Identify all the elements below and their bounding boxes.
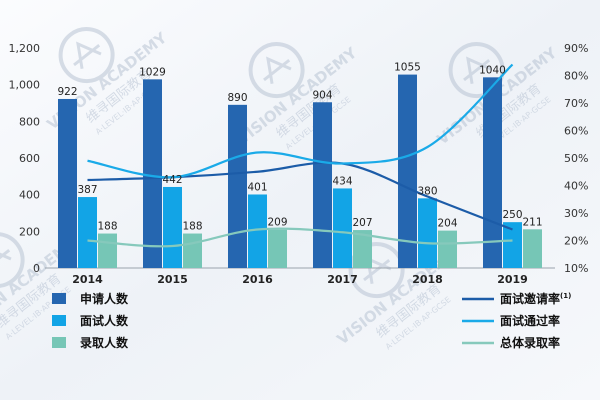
y-right-tick-label: 80% xyxy=(564,70,588,83)
y-right-tick-label: 10% xyxy=(564,262,588,275)
legend-label: 录取人数 xyxy=(80,335,129,350)
bar xyxy=(228,104,247,268)
x-tick-label: 2018 xyxy=(412,273,443,286)
bar xyxy=(503,222,522,268)
data-label: 1040 xyxy=(479,64,506,76)
watermark-a-mark xyxy=(73,41,102,69)
y-right-tick-label: 70% xyxy=(564,97,588,110)
axes: 0 200 400 600 800 1,000 1,200 10% 20% 30% 40% 50% 60… xyxy=(9,42,589,286)
data-label: 1055 xyxy=(394,62,421,74)
lines xyxy=(87,63,514,248)
bar xyxy=(58,98,77,268)
bar xyxy=(268,229,287,268)
watermark-a-mark xyxy=(463,56,492,84)
legend-label: 面试通过率 xyxy=(500,313,560,328)
y-left-tick-label: 1,200 xyxy=(9,42,41,55)
y-right-tick-label: 60% xyxy=(564,125,588,138)
x-tick-label: 2019 xyxy=(497,273,528,286)
data-label: 890 xyxy=(227,92,247,104)
y-left-tick-label: 400 xyxy=(19,189,40,202)
y-right-tick-label: 20% xyxy=(564,235,588,248)
bar xyxy=(333,188,352,268)
data-label: 188 xyxy=(182,221,202,233)
bar xyxy=(183,233,202,268)
watermark-a-mark xyxy=(0,246,12,274)
data-label: 250 xyxy=(502,209,522,221)
watermark-ring xyxy=(58,27,115,84)
watermark-a-mark xyxy=(263,56,292,84)
data-label: 442 xyxy=(162,174,182,186)
data-label: 904 xyxy=(312,89,332,101)
y-right-tick-label: 40% xyxy=(564,180,588,193)
watermark-ring xyxy=(0,232,25,289)
bar xyxy=(248,194,267,268)
y-left-tick-label: 600 xyxy=(19,152,40,165)
data-label: 209 xyxy=(267,217,287,229)
data-label: 1029 xyxy=(139,66,166,78)
data-label: 204 xyxy=(437,218,457,230)
x-tick-label: 2016 xyxy=(242,273,273,286)
data-label: 434 xyxy=(332,175,352,187)
bar xyxy=(398,74,417,268)
x-tick-label: 2017 xyxy=(327,273,358,286)
data-label: 922 xyxy=(57,86,77,98)
watermark-ring xyxy=(248,42,305,99)
y-left-tick-label: 1,000 xyxy=(9,79,41,92)
bar xyxy=(143,79,162,268)
bar xyxy=(483,77,502,268)
bar xyxy=(438,230,457,268)
bar xyxy=(523,229,542,268)
bar xyxy=(163,186,182,268)
data-labels: 922 1029 890 904 1055 1040 387 442 401 434 380 250 1… xyxy=(57,62,542,233)
bar xyxy=(78,197,97,268)
legend-footnote-mark: (1) xyxy=(560,292,571,300)
y-left-tick-label: 800 xyxy=(19,115,40,128)
data-label: 188 xyxy=(97,221,117,233)
series-line xyxy=(87,227,513,248)
y-right-tick-label: 30% xyxy=(564,207,588,220)
legend-label: 面试邀请率(1) xyxy=(500,291,571,306)
bar xyxy=(313,102,332,269)
data-label: 211 xyxy=(522,216,542,228)
legend-label: 总体录取率 xyxy=(500,335,560,350)
legend-label: 面试人数 xyxy=(80,313,129,328)
legend-label: 申请人数 xyxy=(80,291,129,306)
y-left-tick-label: 0 xyxy=(33,262,40,275)
legend-swatch xyxy=(52,337,66,348)
data-label: 380 xyxy=(417,185,437,197)
bar xyxy=(353,230,372,268)
legend-swatch xyxy=(52,293,66,304)
y-right-tick-label: 50% xyxy=(564,152,588,165)
x-tick-label: 2014 xyxy=(72,273,103,286)
x-tick-label: 2015 xyxy=(157,273,188,286)
series-line xyxy=(87,63,514,179)
data-label: 387 xyxy=(77,184,97,196)
data-label: 207 xyxy=(352,217,372,229)
bar xyxy=(418,198,437,268)
data-label: 401 xyxy=(247,181,267,193)
y-left-tick-label: 200 xyxy=(19,225,40,238)
bar xyxy=(98,233,117,268)
y-right-tick-label: 90% xyxy=(564,42,588,55)
legend-swatch xyxy=(52,315,66,326)
